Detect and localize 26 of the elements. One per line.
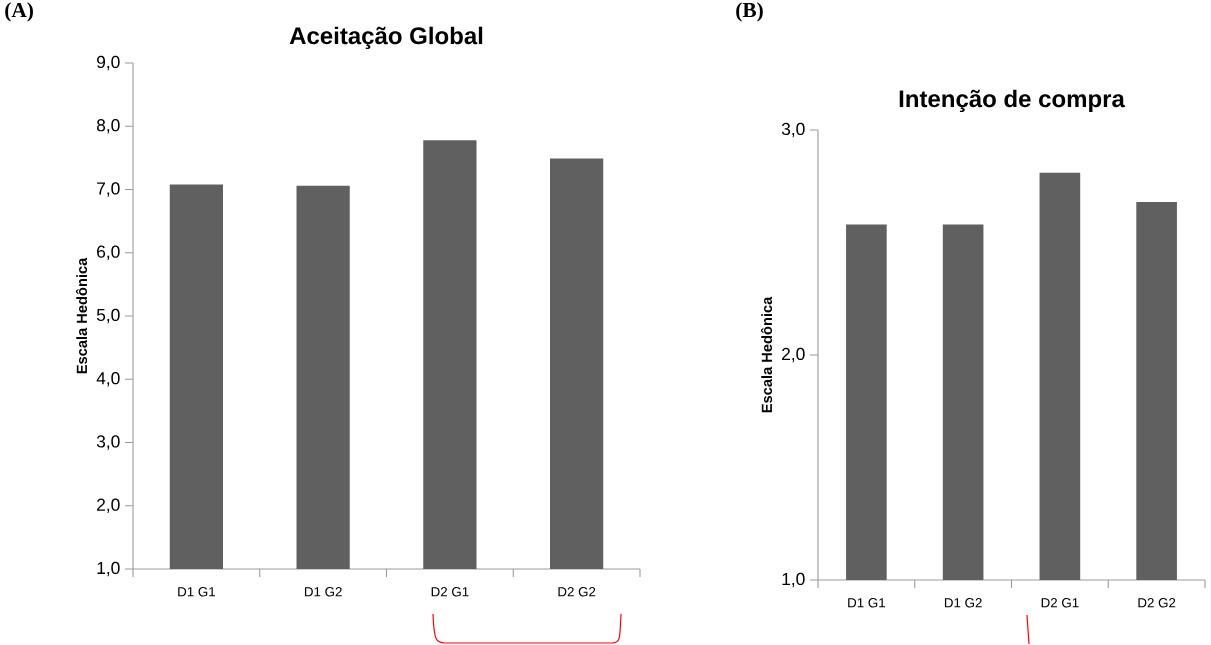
x-tick-label: D1 G1: [848, 598, 885, 608]
y-tick-label: 1,0: [782, 573, 805, 588]
y-tick-label: 9,0: [97, 56, 120, 71]
y-tick-label: 3,0: [781, 123, 805, 138]
x-tick-label: D2 G2: [558, 587, 596, 597]
y-axis-title: Escala Hedônica: [760, 296, 773, 413]
y-tick-label: 1,0: [97, 562, 120, 577]
x-tick-label: D2 G2: [1138, 598, 1176, 608]
y-tick-label: 2,0: [97, 498, 120, 514]
text: (B): [736, 2, 763, 22]
text: (A): [5, 2, 33, 22]
y-tick-label: 2,0: [782, 348, 805, 363]
chart-title: Aceitação Global: [289, 26, 483, 50]
x-tick-label: D2 G1: [431, 587, 469, 597]
y-tick-label: 8,0: [96, 119, 120, 134]
x-tick-label: D1 G2: [944, 598, 982, 608]
y-tick-label: 3,0: [96, 435, 120, 450]
y-tick-label: 5,0: [96, 309, 120, 324]
chart-title: Intenção de compra: [899, 89, 1125, 113]
x-tick-label: D2 G1: [1041, 598, 1079, 608]
x-tick-label: D1 G1: [178, 587, 215, 597]
y-tick-label: 7,0: [97, 182, 120, 197]
y-axis-title: Escala Hedônica: [75, 257, 88, 374]
y-tick-label: 4,0: [96, 372, 120, 387]
x-tick-label: D1 G2: [304, 587, 342, 597]
y-tick-label: 6,0: [97, 245, 120, 261]
